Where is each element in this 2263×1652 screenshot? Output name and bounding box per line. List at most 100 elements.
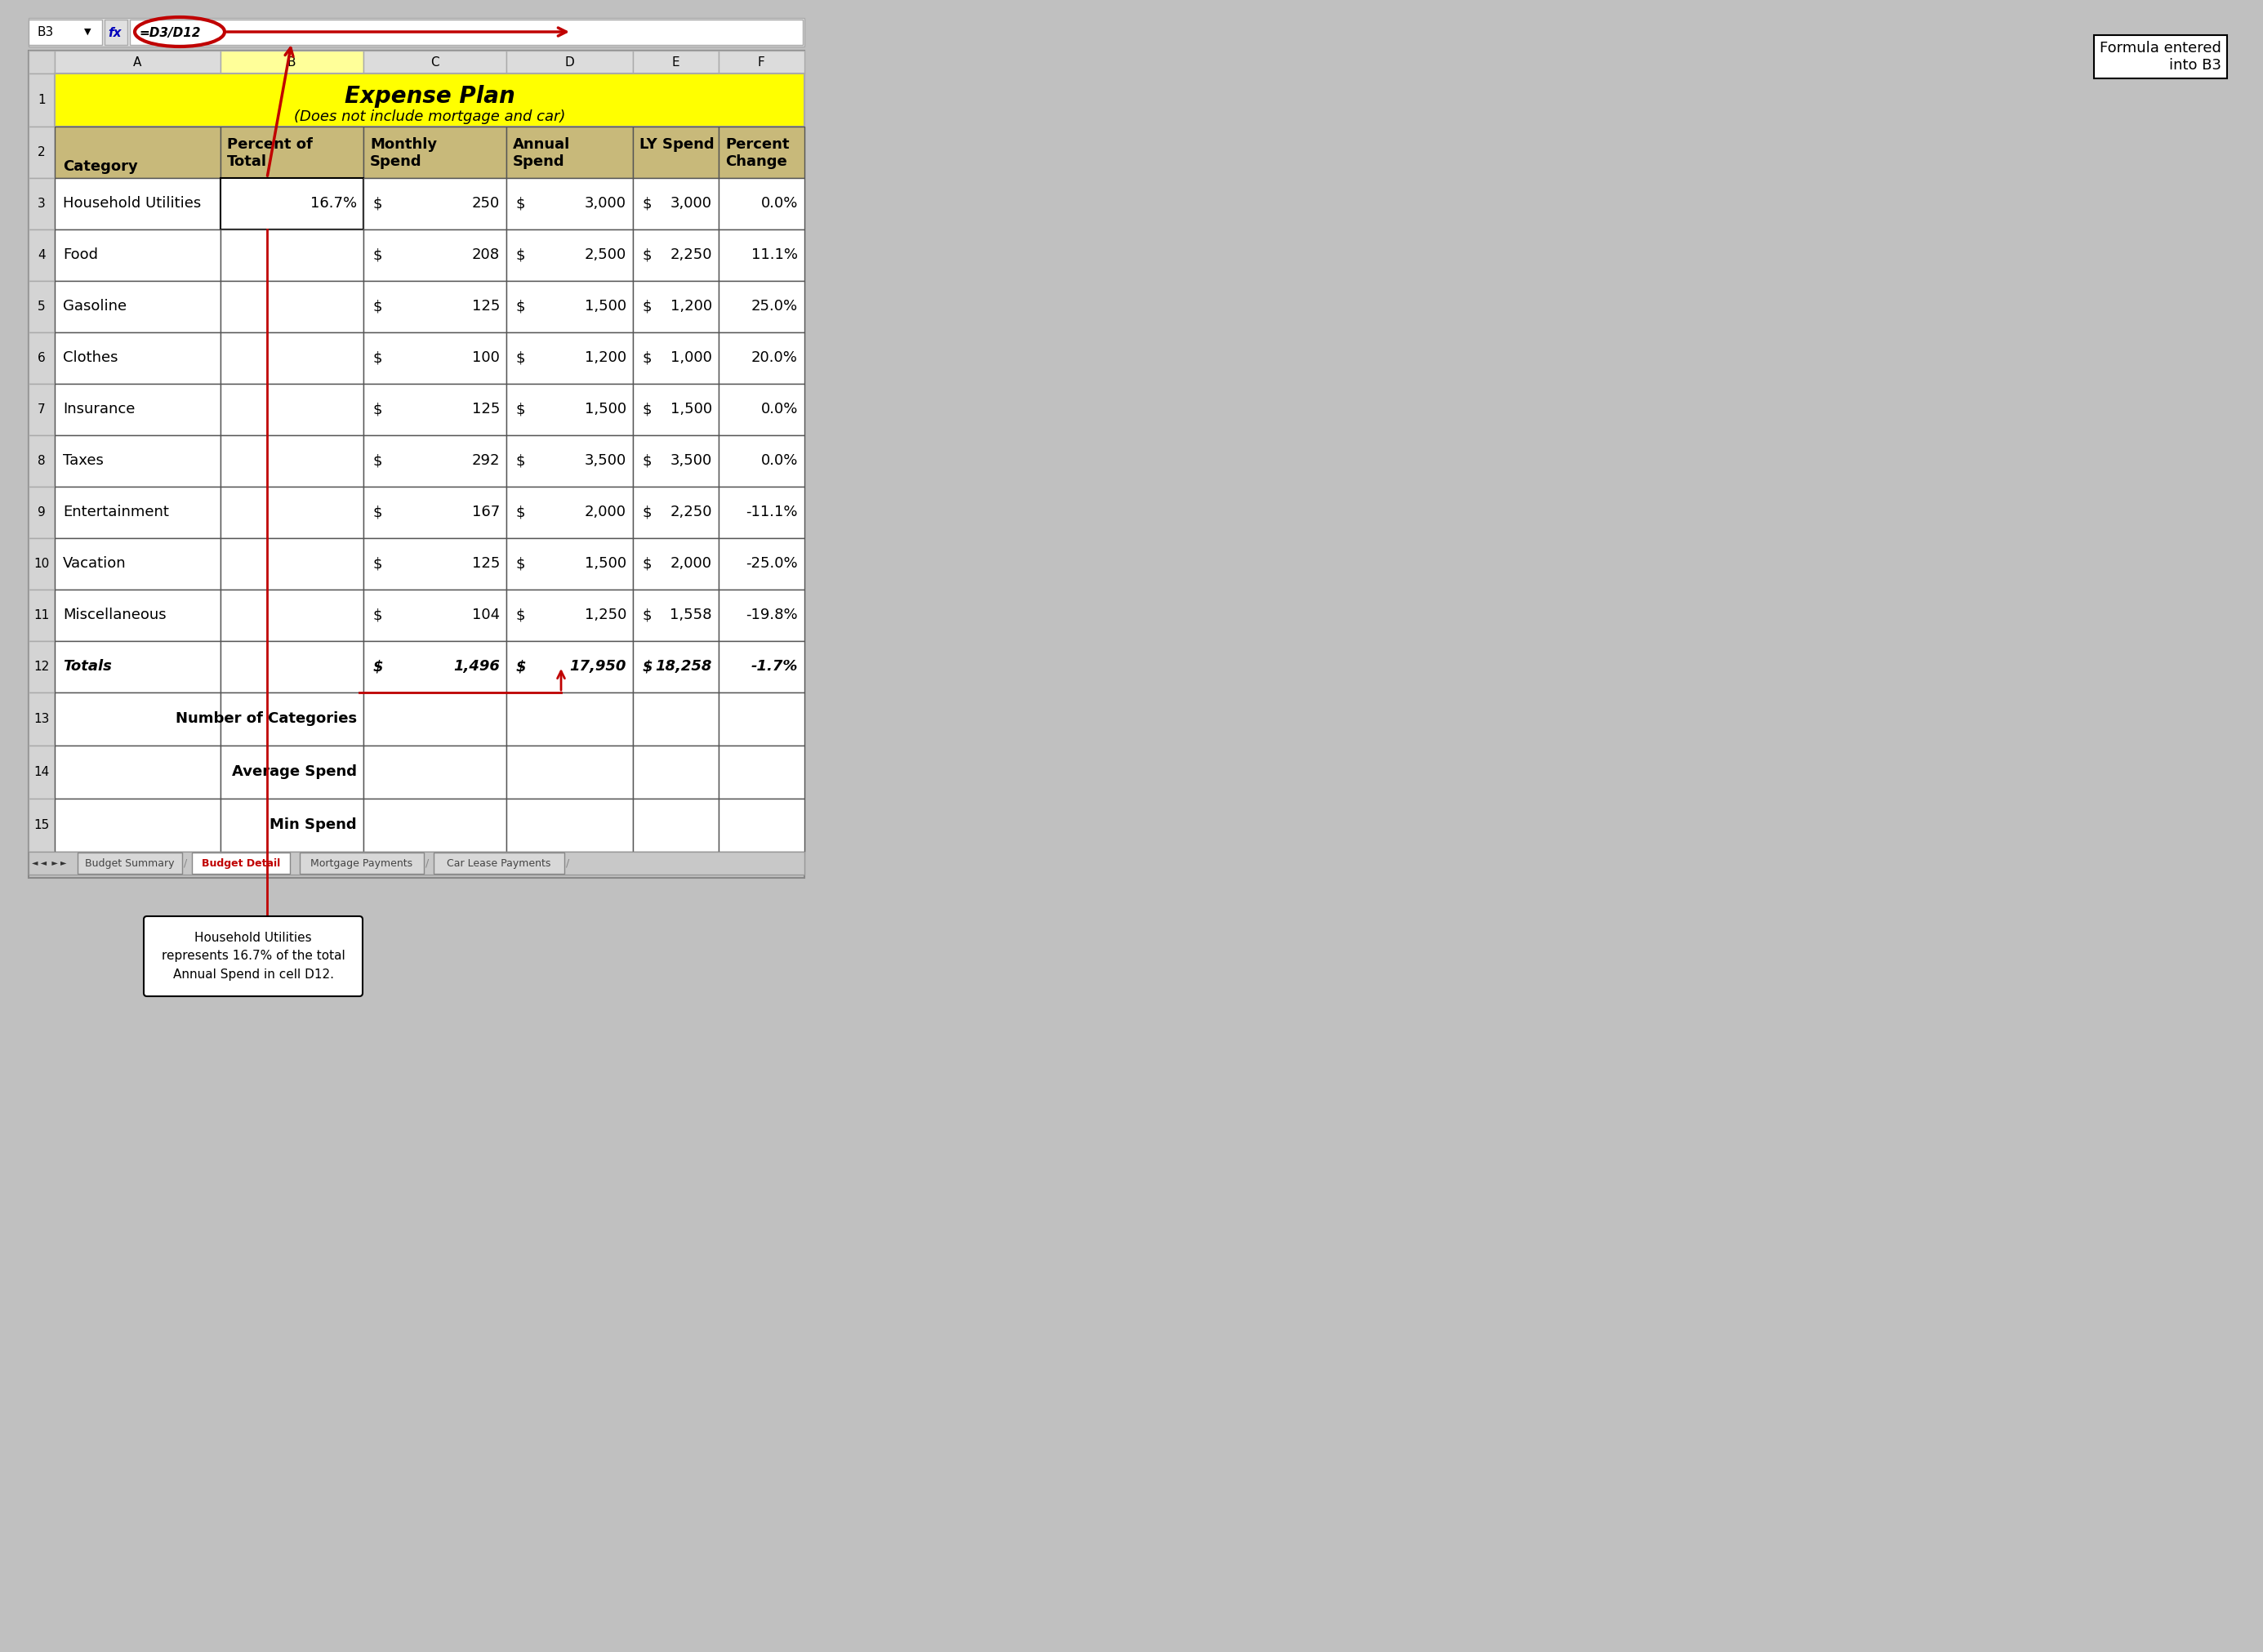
Text: $: $ xyxy=(516,504,525,519)
Text: -1.7%: -1.7% xyxy=(751,659,799,674)
Text: $: $ xyxy=(516,299,525,314)
Text: 3,000: 3,000 xyxy=(584,197,627,211)
Text: =D3/D12: =D3/D12 xyxy=(138,26,201,38)
Bar xyxy=(104,20,127,45)
Text: Insurance: Insurance xyxy=(63,401,136,416)
Text: 1,500: 1,500 xyxy=(584,401,627,416)
Bar xyxy=(29,281,54,332)
Bar xyxy=(507,692,634,745)
Text: -19.8%: -19.8% xyxy=(747,608,799,623)
Text: Mortgage Payments: Mortgage Payments xyxy=(310,857,412,869)
Text: 9: 9 xyxy=(38,506,45,519)
Bar xyxy=(29,539,54,590)
Text: $: $ xyxy=(643,557,652,572)
Bar xyxy=(54,539,220,590)
Text: $: $ xyxy=(516,350,525,365)
Text: 12: 12 xyxy=(34,661,50,672)
Bar xyxy=(29,51,54,73)
Bar xyxy=(29,745,54,798)
Text: 15: 15 xyxy=(34,819,50,831)
Text: 3: 3 xyxy=(38,197,45,210)
Text: 8: 8 xyxy=(38,454,45,468)
Text: 167: 167 xyxy=(471,504,500,519)
Bar xyxy=(54,332,220,383)
Bar xyxy=(720,745,803,798)
Text: 125: 125 xyxy=(471,557,500,572)
Text: 2,000: 2,000 xyxy=(584,504,627,519)
Bar xyxy=(720,51,803,73)
Bar xyxy=(507,798,634,852)
Bar xyxy=(220,127,364,178)
Bar xyxy=(364,383,507,434)
Text: Vacation: Vacation xyxy=(63,557,127,572)
Bar xyxy=(507,178,634,230)
Text: $: $ xyxy=(516,608,525,623)
Text: 250: 250 xyxy=(471,197,500,211)
Text: Min Spend: Min Spend xyxy=(269,818,358,833)
Bar xyxy=(720,127,803,178)
Text: Number of Categories: Number of Categories xyxy=(177,712,358,725)
Bar xyxy=(54,51,220,73)
Text: Household Utilities: Household Utilities xyxy=(63,197,201,211)
Text: 7: 7 xyxy=(38,403,45,415)
Bar xyxy=(54,383,220,434)
Text: 14: 14 xyxy=(34,765,50,778)
Text: LY Spend: LY Spend xyxy=(640,137,715,152)
Bar xyxy=(129,20,803,45)
Bar xyxy=(507,127,634,178)
Bar xyxy=(634,798,720,852)
Text: Taxes: Taxes xyxy=(63,453,104,468)
Bar xyxy=(364,692,507,745)
Bar xyxy=(507,51,634,73)
Text: Average Spend: Average Spend xyxy=(231,765,358,780)
Text: ▼: ▼ xyxy=(84,28,91,36)
Text: 1,200: 1,200 xyxy=(670,299,713,314)
Text: 6: 6 xyxy=(38,352,45,363)
Text: 17,950: 17,950 xyxy=(570,659,627,674)
Bar xyxy=(364,641,507,692)
Text: Totals: Totals xyxy=(63,659,111,674)
Bar xyxy=(54,798,220,852)
Text: Percent of: Percent of xyxy=(226,137,312,152)
Text: $: $ xyxy=(516,453,525,468)
Bar xyxy=(507,590,634,641)
Bar xyxy=(364,487,507,539)
Bar xyxy=(29,852,803,874)
Bar xyxy=(364,434,507,487)
Bar xyxy=(364,281,507,332)
Text: 100: 100 xyxy=(473,350,500,365)
Bar xyxy=(507,641,634,692)
Bar xyxy=(720,230,803,281)
Bar xyxy=(29,127,54,178)
Bar xyxy=(634,281,720,332)
Text: 5: 5 xyxy=(38,301,45,312)
Text: 2: 2 xyxy=(38,145,45,159)
Text: 13: 13 xyxy=(34,712,50,725)
Bar xyxy=(54,745,220,798)
Text: $: $ xyxy=(373,350,382,365)
Text: 4: 4 xyxy=(38,249,45,261)
Text: C: C xyxy=(430,56,439,68)
Bar xyxy=(54,434,220,487)
Text: 1,500: 1,500 xyxy=(670,401,713,416)
Bar xyxy=(29,51,803,877)
Bar xyxy=(720,692,803,745)
Bar xyxy=(220,590,364,641)
Text: $: $ xyxy=(643,453,652,468)
Bar xyxy=(507,539,634,590)
Text: $: $ xyxy=(516,557,525,572)
Text: 3,500: 3,500 xyxy=(670,453,713,468)
Text: E: E xyxy=(672,56,679,68)
Bar xyxy=(634,487,720,539)
Text: Gasoline: Gasoline xyxy=(63,299,127,314)
Bar xyxy=(29,487,54,539)
Bar xyxy=(720,383,803,434)
Bar xyxy=(220,641,364,692)
Text: 11: 11 xyxy=(34,610,50,621)
Text: $: $ xyxy=(643,197,652,211)
Text: $: $ xyxy=(643,248,652,263)
Text: ◄ ◄  ► ►: ◄ ◄ ► ► xyxy=(32,859,66,867)
Bar xyxy=(54,73,803,127)
Bar xyxy=(220,539,364,590)
Bar xyxy=(364,51,507,73)
